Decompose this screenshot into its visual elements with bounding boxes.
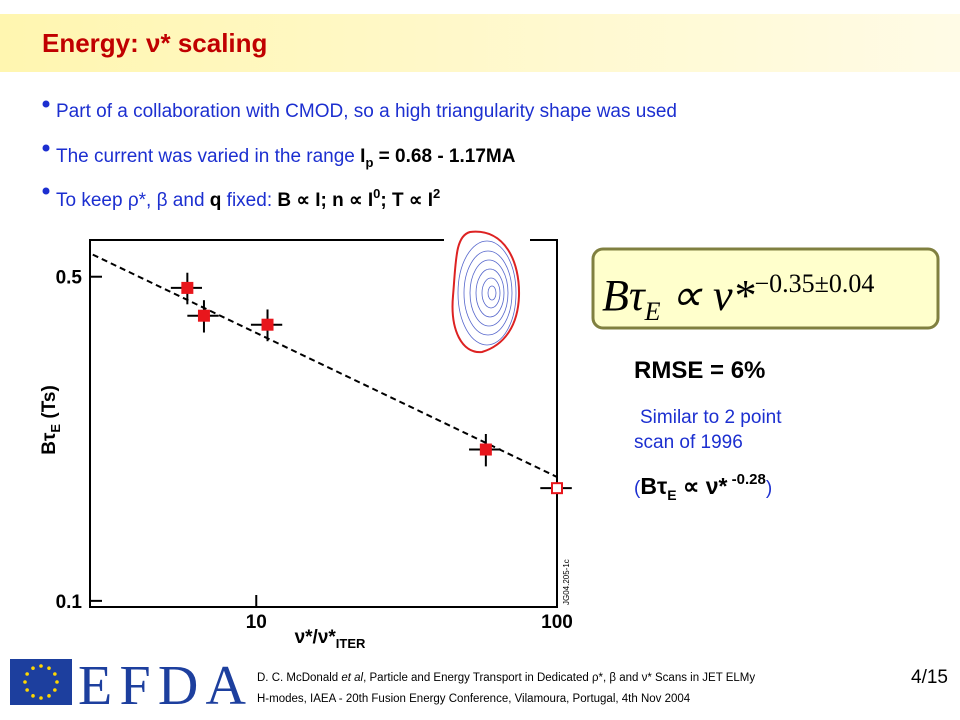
vessel bbox=[451, 230, 521, 354]
text: , bbox=[603, 672, 609, 684]
text: ρ* bbox=[128, 190, 147, 211]
logo-text: EFDA bbox=[78, 655, 247, 717]
x-axis-label: ν*/ν*ITER bbox=[295, 627, 366, 651]
text: Similar to 2 point bbox=[640, 407, 782, 428]
text: β bbox=[157, 190, 168, 211]
text: Bτ bbox=[39, 432, 60, 455]
text: fixed: bbox=[221, 190, 277, 211]
x-tick-label: 10 bbox=[246, 612, 267, 633]
star bbox=[39, 664, 43, 668]
text: q bbox=[210, 190, 222, 211]
bullet: Part of a collaboration with CMOD, so a … bbox=[56, 101, 677, 122]
text: ∝ ν* bbox=[677, 473, 728, 499]
point bbox=[479, 443, 492, 456]
text: E bbox=[48, 424, 63, 433]
text: The current was varied in the range bbox=[56, 146, 360, 167]
bullet: To keep ρ*, β and q fixed: B ∝ I; n ∝ I0… bbox=[56, 186, 440, 211]
text: H-modes, IAEA - 20th Fusion Energy Confe… bbox=[257, 693, 691, 705]
text: -0.28 bbox=[728, 471, 766, 488]
title: Energy: ν* scaling bbox=[42, 28, 267, 58]
citation: D. C. McDonald et al, Particle and Energ… bbox=[257, 672, 755, 705]
y-axis-label: BτE (Ts) bbox=[39, 385, 63, 455]
text: Part of a collaboration with CMOD, so a … bbox=[56, 101, 677, 122]
star bbox=[47, 666, 51, 670]
formula: BτE ∝ ν*−0.35±0.04 bbox=[602, 269, 874, 326]
formula-box bbox=[591, 247, 940, 330]
y-tick-label: 0.5 bbox=[56, 268, 83, 289]
text: E bbox=[667, 487, 676, 503]
point bbox=[551, 482, 563, 495]
logo: EFDA bbox=[10, 655, 247, 717]
text: and bbox=[616, 672, 642, 684]
star bbox=[23, 680, 27, 684]
plot: ν*/ν*ITER BτE (Ts) JG04.205-1c 10 100 0.1 0… bbox=[39, 239, 573, 651]
bullet-dot bbox=[42, 187, 50, 195]
plasma-shape bbox=[444, 226, 530, 360]
text: Bτ bbox=[602, 271, 647, 320]
text: et al bbox=[341, 672, 363, 684]
inset-bg bbox=[444, 226, 530, 360]
text: scan of 1996 bbox=[634, 432, 743, 453]
star bbox=[31, 666, 35, 670]
text: p bbox=[365, 155, 373, 170]
text: ν*/ν* bbox=[295, 627, 337, 648]
text: = 0.68 - 1.17MA bbox=[373, 146, 515, 167]
text: B ∝ I; n ∝ I bbox=[277, 190, 373, 211]
text: Bτ bbox=[640, 473, 667, 499]
point bbox=[181, 281, 194, 294]
star bbox=[31, 694, 35, 698]
star bbox=[47, 694, 51, 698]
star bbox=[25, 688, 29, 692]
star bbox=[53, 672, 57, 676]
x-tick-label: 100 bbox=[541, 612, 573, 633]
text: , bbox=[146, 190, 157, 211]
text: (Ts) bbox=[39, 385, 60, 424]
title-bar bbox=[0, 14, 960, 72]
text: ( bbox=[634, 478, 641, 499]
text: −0.35±0.04 bbox=[754, 269, 874, 298]
y-tick-label: 0.1 bbox=[56, 592, 83, 613]
point bbox=[197, 309, 210, 322]
text: β bbox=[609, 672, 616, 684]
note-relation: (BτE ∝ ν* -0.28) bbox=[634, 471, 772, 503]
star bbox=[55, 680, 59, 684]
text: Scans in JET ELMy bbox=[652, 672, 756, 684]
text: ) bbox=[766, 478, 772, 499]
text: I bbox=[360, 146, 365, 167]
text: To keep bbox=[56, 190, 128, 211]
bullets: Part of a collaboration with CMOD, so a … bbox=[42, 100, 677, 211]
plot-frame bbox=[89, 239, 558, 608]
fit-line bbox=[92, 253, 558, 478]
text: ρ* bbox=[592, 672, 604, 684]
text: 0 bbox=[373, 186, 380, 201]
bullet: The current was varied in the range Ip =… bbox=[56, 146, 516, 170]
star bbox=[39, 696, 43, 700]
text: and bbox=[168, 190, 210, 211]
text: 2 bbox=[433, 186, 440, 201]
bullet-dot bbox=[42, 100, 50, 108]
text: ; T ∝ I bbox=[380, 190, 433, 211]
text: ITER bbox=[336, 636, 366, 651]
point bbox=[261, 318, 274, 331]
figure-id: JG04.205-1c bbox=[562, 559, 571, 605]
page-number: 4/15 bbox=[911, 667, 948, 688]
text: ν* bbox=[642, 672, 653, 684]
star bbox=[25, 672, 29, 676]
text: D. C. McDonald bbox=[257, 672, 341, 684]
text: , Particle and Energy Transport in Dedic… bbox=[363, 672, 592, 684]
text: E bbox=[644, 297, 661, 326]
note: Similar to 2 point scan of 1996 bbox=[634, 407, 782, 453]
rmse: RMSE = 6% bbox=[634, 357, 765, 384]
text: ∝ ν* bbox=[671, 271, 755, 320]
star bbox=[53, 688, 57, 692]
bullet-dot bbox=[42, 144, 50, 152]
